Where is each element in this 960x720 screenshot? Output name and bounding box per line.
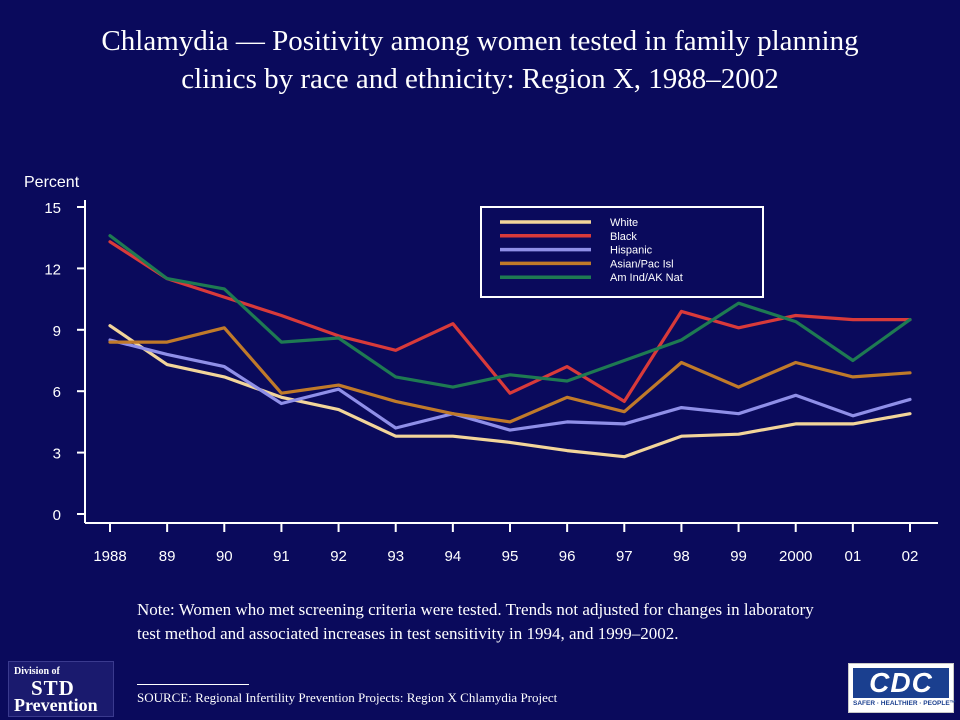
source-divider [137, 684, 249, 685]
series-line-am-ind-ak-nat [108, 234, 912, 389]
legend-box [480, 206, 764, 298]
y-axis-label: Percent [24, 174, 80, 191]
cdc-logo-mark: CDC [853, 668, 949, 698]
series-line-asian-pac-isl [108, 326, 912, 424]
footnote: Note: Women who met screening criteria w… [137, 600, 814, 643]
slide-title: Chlamydia — Positivity among women teste… [40, 22, 920, 98]
x-tick-label: 2000 [779, 548, 812, 565]
slide-title-line-1: Chlamydia — Positivity among women teste… [101, 25, 859, 57]
x-tick-label: 99 [730, 548, 747, 565]
legend-label-white: White [610, 217, 638, 229]
cdc-logo: CDC SAFER · HEALTHIER · PEOPLE™ [848, 663, 957, 713]
cdc-logo-tagline: SAFER · HEALTHIER · PEOPLE™ [853, 700, 957, 707]
line-chart: Percent 0 3 6 9 12 15 1988 89 90 91 92 93 94 95 96 97 98… [24, 174, 938, 565]
x-tick-label: 01 [845, 548, 862, 565]
x-tick-label: 91 [273, 548, 290, 565]
legend-label-am-ind-ak-nat: Am Ind/AK Nat [610, 272, 683, 284]
chart-axes: 0 3 6 9 12 15 1988 89 90 91 92 93 94 95 96 97 98 99 2000 01… [44, 200, 938, 565]
x-tick-label: 1988 [93, 548, 126, 565]
series-line-black [108, 240, 912, 403]
std-logo-line-3: Prevention [14, 695, 98, 715]
x-tick-label: 98 [673, 548, 690, 565]
x-tick-label: 02 [902, 548, 919, 565]
legend-label-hispanic: Hispanic [610, 245, 653, 257]
y-tick-label: 15 [44, 200, 61, 217]
series-line-hispanic [108, 338, 912, 432]
y-tick-label: 12 [44, 261, 61, 278]
x-tick-label: 97 [616, 548, 633, 565]
x-tick-label: 90 [216, 548, 233, 565]
legend-label-asian-pac-isl: Asian/Pac Isl [610, 258, 674, 270]
y-tick-label: 3 [53, 446, 61, 463]
y-tick-label: 6 [53, 384, 61, 401]
x-tick-label: 94 [445, 548, 462, 565]
std-division-logo: Division of STD Prevention [8, 661, 114, 717]
y-tick-label: 0 [53, 507, 61, 524]
y-tick-label: 9 [53, 323, 61, 340]
series-line-white [108, 324, 912, 459]
x-tick-label: 95 [502, 548, 519, 565]
x-tick-label: 92 [330, 548, 347, 565]
std-logo-line-2: STD [31, 676, 75, 700]
series-lines [108, 234, 912, 459]
x-tick-label: 93 [387, 548, 404, 565]
x-tick-label: 96 [559, 548, 576, 565]
x-tick-label: 89 [159, 548, 176, 565]
std-logo-line-1: Division of [14, 666, 60, 677]
legend-label-black: Black [610, 231, 637, 243]
slide-title-line-2: clinics by race and ethnicity: Region X,… [181, 63, 779, 95]
source-citation: SOURCE: Regional Infertility Prevention … [137, 690, 558, 705]
